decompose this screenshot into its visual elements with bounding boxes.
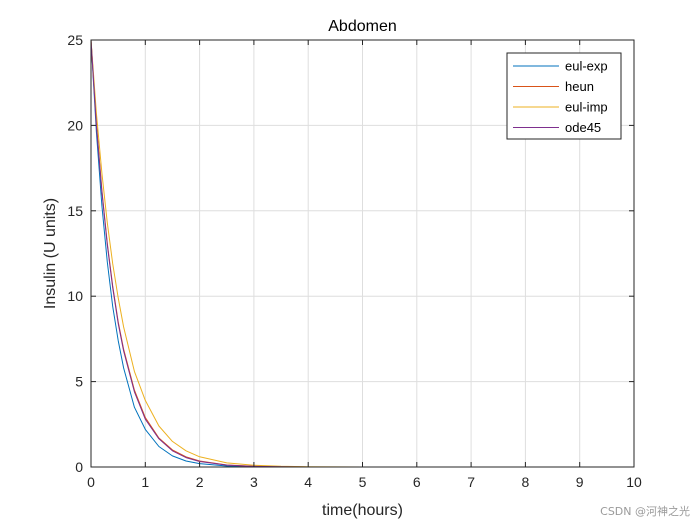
x-tick-label: 1: [141, 474, 149, 490]
legend-label-heun: heun: [565, 79, 594, 94]
x-tick-label: 2: [196, 474, 204, 490]
y-tick-label: 0: [75, 459, 83, 475]
x-tick-label: 8: [522, 474, 530, 490]
x-tick-label: 5: [359, 474, 367, 490]
tick-labels: 0 1 2 3 4 5 6 7 8 9 10 0 5 10 15 20 25: [67, 32, 642, 490]
y-tick-label: 20: [67, 117, 83, 133]
x-tick-label: 6: [413, 474, 421, 490]
x-tick-label: 9: [576, 474, 584, 490]
legend: eul-exp heun eul-imp ode45: [506, 52, 622, 140]
y-tick-label: 15: [67, 203, 83, 219]
grid: [91, 40, 634, 467]
y-tick-label: 25: [67, 32, 83, 48]
chart-title: Abdomen: [328, 18, 397, 35]
legend-label-eul-imp: eul-imp: [565, 100, 608, 115]
y-tick-label: 10: [67, 288, 83, 304]
x-tick-label: 7: [467, 474, 475, 490]
legend-label-eul-exp: eul-exp: [565, 59, 608, 74]
x-axis-label: time(hours): [322, 502, 403, 519]
x-tick-label: 10: [626, 474, 642, 490]
ticks: [90, 39, 635, 468]
legend-box: [506, 52, 622, 140]
y-tick-label: 5: [75, 374, 83, 390]
y-axis-label: Insulin (U units): [42, 198, 59, 309]
x-tick-label: 0: [87, 474, 95, 490]
legend-label-ode45: ode45: [565, 120, 601, 135]
watermark: CSDN @河神之光: [600, 505, 690, 518]
x-tick-label: 4: [304, 474, 312, 490]
x-tick-label: 3: [250, 474, 258, 490]
